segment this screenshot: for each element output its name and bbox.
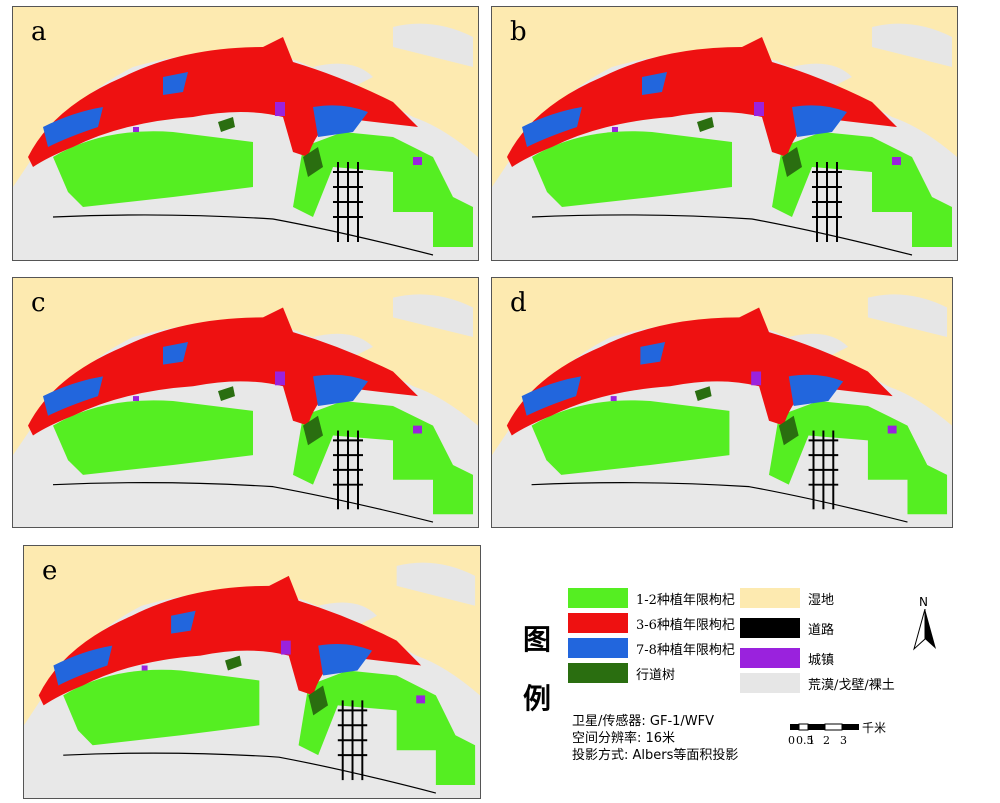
legend-item-5: 湿地: [740, 587, 834, 609]
legend-swatch: [568, 663, 628, 683]
legend-item-3: 7-8种植年限枸杞: [568, 637, 735, 659]
scale-tick: 0.5: [796, 734, 814, 747]
legend-item-7: 城镇: [740, 647, 834, 669]
legend-item-1: 1-2种植年限枸杞: [568, 587, 735, 609]
scale-tick: 2: [823, 734, 830, 747]
legend-item-6: 道路: [740, 617, 834, 639]
legend-label: 3-6种植年限枸杞: [636, 617, 735, 633]
legend-title-char-1: 图: [523, 623, 552, 656]
map-panel-c: c: [12, 277, 479, 528]
meta-projection: 投影方式: Albers等面积投影: [572, 748, 739, 763]
legend-item-2: 3-6种植年限枸杞: [568, 612, 735, 634]
meta-satellite: 卫星/传感器: GF-1/WFV: [572, 714, 715, 729]
panel-label-c: c: [31, 288, 46, 318]
legend: 图 例 1-2种植年限枸杞 3-6种植年限枸杞 7-8种植年限枸杞 行道树 湿地…: [510, 575, 990, 795]
legend-label: 城镇: [808, 652, 835, 668]
panel-label-e: e: [42, 556, 58, 586]
legend-label: 道路: [808, 622, 835, 638]
map-d: [492, 278, 952, 527]
map-panel-d: d: [491, 277, 953, 528]
scale-tick: 1: [808, 734, 815, 747]
legend-swatch: [568, 588, 628, 608]
legend-item-8: 荒漠/戈壁/裸土: [740, 672, 895, 694]
scale-tick: 0: [788, 734, 795, 747]
legend-label: 湿地: [808, 592, 835, 608]
meta-resolution: 空间分辨率: 16米: [572, 731, 676, 746]
panel-label-b: b: [510, 17, 527, 47]
panel-label-a: a: [31, 17, 47, 47]
scale-unit: 千米: [862, 721, 887, 735]
map-panel-e: e: [23, 545, 481, 799]
scale-bar: 千米 0 0.5 1 2 3: [788, 721, 910, 761]
map-c: [13, 278, 478, 527]
legend-swatch: [740, 648, 800, 668]
north-arrow: N: [910, 595, 940, 651]
legend-swatch: [740, 673, 800, 693]
north-arrow-icon: [913, 609, 936, 651]
map-panel-a: a: [12, 6, 479, 261]
north-label: N: [919, 595, 928, 609]
panel-label-d: d: [510, 288, 527, 318]
legend-label: 荒漠/戈壁/裸土: [808, 677, 895, 693]
legend-swatch: [568, 638, 628, 658]
map-panel-b: b: [491, 6, 958, 261]
legend-label: 7-8种植年限枸杞: [636, 642, 735, 658]
map-b: [492, 7, 957, 260]
map-a: [13, 7, 478, 260]
map-e: [24, 546, 480, 798]
legend-swatch: [740, 588, 800, 608]
scale-bar-icon: [790, 723, 859, 731]
legend-label: 1-2种植年限枸杞: [636, 592, 735, 608]
legend-item-4: 行道树: [568, 662, 675, 684]
legend-title-char-2: 例: [523, 682, 552, 715]
legend-swatch: [568, 613, 628, 633]
scale-tick: 3: [840, 734, 847, 747]
legend-label: 行道树: [636, 667, 676, 683]
legend-swatch: [740, 618, 800, 638]
